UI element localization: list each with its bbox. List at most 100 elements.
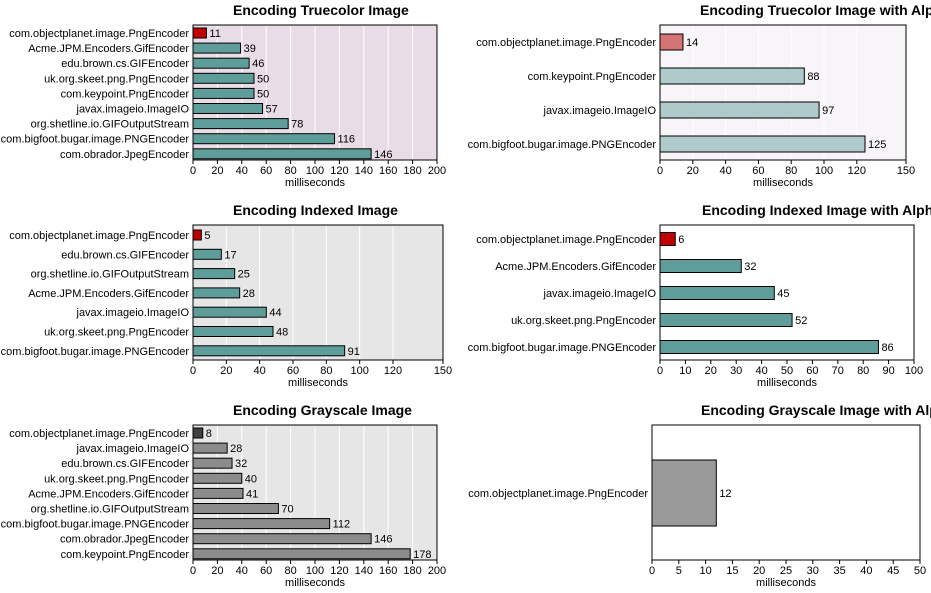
category-label: com.bigfoot.bugar.image.PNGEncoder	[1, 519, 190, 531]
value-label: 6	[678, 234, 684, 246]
category-label: edu.brown.cs.GIFEncoder	[61, 458, 189, 470]
tick-label: 120	[384, 365, 402, 377]
tick-label: 120	[330, 165, 348, 177]
tick-label: 0	[657, 165, 663, 177]
value-label: 178	[413, 549, 431, 561]
value-label: 52	[795, 315, 807, 327]
value-label: 88	[807, 71, 819, 83]
x-axis-label: milliseconds	[285, 577, 345, 589]
value-label: 44	[269, 307, 281, 319]
tick-label: 10	[699, 565, 711, 577]
tick-label: 160	[379, 565, 397, 577]
tick-label: 150	[897, 165, 915, 177]
chart-grayscale: Encoding Grayscale Image com.objectplanet…	[1, 402, 447, 589]
value-label: 116	[338, 134, 356, 146]
bar	[192, 326, 274, 337]
tick-label: 50	[781, 365, 793, 377]
value-label: 57	[266, 104, 278, 116]
chart-title: Encoding Grayscale Image with Alpha	[701, 402, 931, 418]
value-label: 28	[243, 288, 255, 300]
tick-label: 30	[807, 565, 819, 577]
tick-label: 60	[752, 165, 764, 177]
tick-label: 60	[806, 365, 818, 377]
value-label: 48	[276, 327, 288, 339]
tick-label: 25	[780, 565, 792, 577]
tick-label: 20	[211, 565, 223, 577]
bar	[192, 133, 336, 145]
bar	[192, 229, 202, 241]
bar	[192, 457, 233, 469]
bar	[659, 67, 805, 85]
value-label: 25	[238, 269, 250, 281]
tick-label: 200	[428, 165, 446, 177]
bar	[651, 459, 717, 527]
category-label: com.obrador.JpegEncoder	[60, 534, 189, 546]
bar	[192, 442, 228, 454]
x-axis-label: milliseconds	[285, 177, 345, 189]
category-label: javax.imageio.ImageIO	[543, 288, 657, 300]
bar	[192, 518, 331, 530]
tick-label: 0	[190, 365, 196, 377]
bar	[659, 135, 866, 153]
value-label: 41	[246, 488, 258, 500]
value-label: 50	[257, 73, 269, 85]
bar	[659, 33, 684, 51]
tick-label: 80	[785, 165, 797, 177]
category-label: javax.imageio.ImageIO	[76, 307, 190, 319]
tick-label: 180	[403, 165, 421, 177]
category-label: com.bigfoot.bugar.image.PNGEncoder	[468, 342, 657, 354]
tick-label: 100	[306, 165, 324, 177]
category-label: com.objectplanet.image.PngEncoder	[476, 37, 656, 49]
chart-title: Encoding Truecolor Image	[233, 2, 409, 18]
tick-label: 100	[815, 165, 833, 177]
bar	[659, 313, 793, 327]
tick-label: 200	[428, 565, 446, 577]
bar	[192, 503, 279, 514]
x-axis-label: milliseconds	[753, 177, 813, 189]
category-label: Acme.JPM.Encoders.GifEncoder	[28, 43, 189, 55]
value-label: 12	[719, 488, 731, 500]
value-label: 40	[245, 473, 257, 485]
tick-label: 80	[857, 365, 869, 377]
tick-label: 0	[190, 165, 196, 177]
category-label: com.obrador.JpegEncoder	[60, 149, 189, 161]
tick-label: 50	[914, 565, 926, 577]
bar	[192, 103, 264, 114]
bar	[192, 533, 372, 545]
category-label: com.objectplanet.image.PngEncoder	[468, 488, 648, 500]
category-label: uk.org.skeet.png.PngEncoder	[511, 315, 656, 327]
bar	[192, 118, 289, 130]
chart-truecolor: Encoding Truecolor Image com.objectplanet…	[1, 2, 447, 189]
category-label: javax.imageio.ImageIO	[76, 443, 190, 455]
category-label: com.keypoint.PngEncoder	[528, 71, 657, 83]
bar	[192, 472, 243, 484]
tick-label: 80	[320, 365, 332, 377]
category-label: org.shetline.io.GIFOutputStream	[31, 119, 189, 131]
bar	[659, 286, 775, 300]
bar	[192, 42, 242, 54]
tick-label: 70	[832, 365, 844, 377]
tick-label: 20	[220, 365, 232, 377]
tick-label: 20	[211, 165, 223, 177]
tick-label: 80	[284, 165, 296, 177]
tick-label: 40	[719, 165, 731, 177]
tick-label: 30	[730, 365, 742, 377]
value-label: 28	[230, 443, 242, 455]
chart-indexed-alpha: Encoding Indexed Image with Alpha com.obj…	[468, 202, 931, 389]
category-label: edu.brown.cs.GIFEncoder	[61, 58, 189, 70]
category-label: com.objectplanet.image.PngEncoder	[476, 234, 656, 246]
chart-title: Encoding Truecolor Image with Alpha	[700, 2, 931, 18]
tick-label: 40	[860, 565, 872, 577]
value-label: 97	[822, 105, 834, 117]
bar	[659, 232, 676, 246]
tick-label: 15	[726, 565, 738, 577]
chart-grayscale-alpha: Encoding Grayscale Image with Alpha com.o…	[468, 402, 931, 589]
tick-label: 40	[236, 165, 248, 177]
category-label: uk.org.skeet.png.PngEncoder	[44, 473, 189, 485]
tick-label: 0	[190, 565, 196, 577]
bar	[192, 27, 207, 39]
category-label: com.bigfoot.bugar.image.PNGEncoder	[1, 346, 190, 358]
category-label: edu.brown.cs.GIFEncoder	[61, 249, 189, 261]
tick-label: 20	[687, 165, 699, 177]
